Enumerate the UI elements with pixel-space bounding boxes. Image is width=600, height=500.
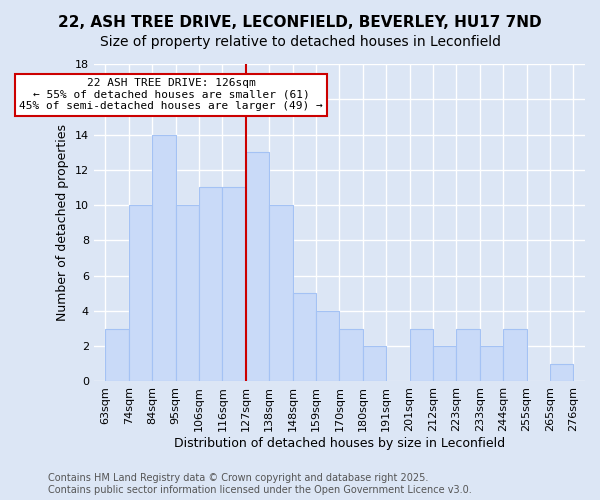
Text: 22 ASH TREE DRIVE: 126sqm
← 55% of detached houses are smaller (61)
45% of semi-: 22 ASH TREE DRIVE: 126sqm ← 55% of detac… xyxy=(19,78,323,112)
Bar xyxy=(550,364,574,382)
Text: 22, ASH TREE DRIVE, LECONFIELD, BEVERLEY, HU17 7ND: 22, ASH TREE DRIVE, LECONFIELD, BEVERLEY… xyxy=(58,15,542,30)
Bar xyxy=(480,346,503,382)
Y-axis label: Number of detached properties: Number of detached properties xyxy=(56,124,69,321)
Text: Contains HM Land Registry data © Crown copyright and database right 2025.
Contai: Contains HM Land Registry data © Crown c… xyxy=(48,474,472,495)
Bar xyxy=(433,346,457,382)
Bar xyxy=(457,328,480,382)
Bar xyxy=(410,328,433,382)
Bar xyxy=(340,328,363,382)
Bar xyxy=(503,328,527,382)
Bar xyxy=(223,188,246,382)
Bar xyxy=(316,311,340,382)
X-axis label: Distribution of detached houses by size in Leconfield: Distribution of detached houses by size … xyxy=(174,437,505,450)
Bar xyxy=(106,328,129,382)
Text: Size of property relative to detached houses in Leconfield: Size of property relative to detached ho… xyxy=(100,35,500,49)
Bar xyxy=(199,188,223,382)
Bar xyxy=(269,205,293,382)
Bar xyxy=(363,346,386,382)
Bar xyxy=(246,152,269,382)
Bar xyxy=(129,205,152,382)
Bar xyxy=(152,134,176,382)
Bar xyxy=(293,294,316,382)
Bar xyxy=(176,205,199,382)
